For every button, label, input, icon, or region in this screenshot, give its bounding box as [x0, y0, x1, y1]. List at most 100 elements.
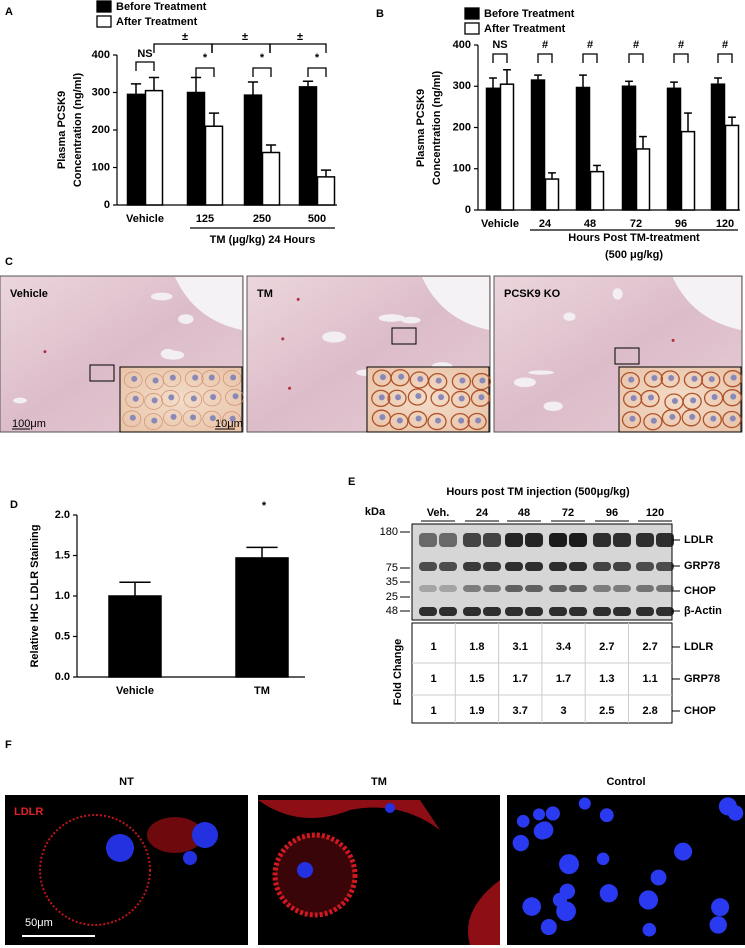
nucleus — [533, 822, 551, 840]
stain-dot — [281, 337, 285, 341]
cell — [162, 370, 182, 388]
blot-band — [613, 562, 631, 571]
lane-label: 96 — [606, 507, 618, 519]
bar — [243, 94, 263, 206]
nucleus — [690, 397, 697, 404]
inset-box — [391, 327, 417, 345]
y-axis-label: Plasma PCSK9 — [56, 91, 68, 169]
cell — [640, 389, 660, 408]
panel-letter: A — [5, 6, 13, 18]
bracket — [135, 61, 155, 71]
blot-band — [419, 533, 437, 547]
nucleus — [151, 417, 158, 424]
nucleus — [458, 417, 465, 424]
vessel — [13, 397, 27, 404]
blot-band — [483, 585, 501, 592]
table-cell: 3 — [560, 705, 566, 717]
nucleus — [417, 375, 424, 382]
nucleus — [559, 883, 576, 900]
blot-band — [636, 562, 654, 571]
blot-band — [656, 533, 674, 547]
blot-band — [483, 562, 501, 571]
cell — [430, 389, 450, 407]
nucleus — [192, 822, 218, 848]
cell — [643, 413, 663, 431]
cell — [201, 370, 221, 387]
blot-band — [656, 562, 674, 571]
nucleus — [708, 376, 715, 383]
annotation: ± — [242, 31, 248, 43]
panel-letter: E — [348, 476, 355, 488]
bar — [710, 83, 726, 211]
blot-band — [439, 562, 457, 571]
cell — [723, 370, 743, 388]
cell — [643, 370, 664, 388]
table-cell: 3.4 — [556, 641, 572, 653]
bracket — [307, 67, 327, 77]
cell — [225, 388, 244, 406]
row-label: LDLR — [684, 641, 713, 653]
y-tick-label: 300 — [453, 80, 471, 92]
blot-band — [569, 585, 587, 592]
panel-letter: D — [10, 499, 18, 511]
x-tick-label: 72 — [630, 218, 642, 230]
nucleus — [209, 415, 216, 422]
cell — [202, 389, 222, 407]
nucleus — [131, 375, 138, 382]
blot-band — [593, 585, 611, 592]
nucleus — [545, 806, 560, 821]
annotation: ± — [182, 31, 188, 43]
nucleus — [650, 869, 667, 886]
table-cell: 1.1 — [642, 673, 657, 685]
cell — [702, 410, 722, 429]
table-cell: 1.9 — [469, 705, 484, 717]
nucleus — [651, 374, 658, 381]
nucleus — [599, 808, 614, 823]
blot-band — [636, 607, 654, 616]
tissue-background — [174, 277, 242, 330]
blot-band — [656, 607, 674, 616]
vessel — [322, 331, 347, 343]
x-tick-label: 250 — [253, 213, 271, 225]
ldlr-signal — [147, 817, 203, 853]
annotation: # — [633, 39, 639, 51]
nucleus — [168, 394, 175, 401]
blot-band — [549, 562, 567, 571]
y-tick-label: 0 — [104, 199, 110, 211]
blot-band — [439, 585, 457, 592]
cell — [470, 389, 491, 407]
bar — [724, 124, 740, 211]
image-label: PCSK9 KO — [504, 288, 561, 300]
lane-label: 72 — [562, 507, 574, 519]
x-tick-label: 48 — [584, 218, 596, 230]
bar — [635, 148, 651, 211]
blot-band — [613, 533, 631, 547]
marker-label: 35 — [386, 576, 398, 588]
annotation: NS — [492, 39, 507, 51]
nucleus — [396, 417, 403, 424]
bar — [316, 176, 336, 206]
vessel — [513, 377, 536, 388]
y-tick-label: 200 — [92, 124, 110, 136]
cell — [620, 371, 640, 390]
x-tick-label: 500 — [308, 213, 326, 225]
bar — [126, 93, 146, 206]
nucleus — [559, 854, 579, 875]
cell-membrane — [272, 832, 358, 918]
cell — [390, 369, 410, 387]
nucleus — [674, 842, 693, 861]
annotation: * — [203, 52, 208, 64]
cell — [471, 372, 492, 391]
bracket — [582, 53, 598, 63]
cell — [451, 390, 471, 409]
nucleus — [379, 414, 386, 421]
vessel — [612, 288, 623, 300]
nucleus — [151, 397, 158, 404]
nucleus — [458, 395, 465, 402]
blot-band — [569, 607, 587, 616]
annotation: * — [260, 52, 265, 64]
y-axis-label: Plasma PCSK9 — [415, 89, 427, 167]
cell — [202, 410, 222, 428]
y-axis-label: Relative IHC LDLR Staining — [29, 524, 41, 667]
bar — [680, 130, 696, 211]
